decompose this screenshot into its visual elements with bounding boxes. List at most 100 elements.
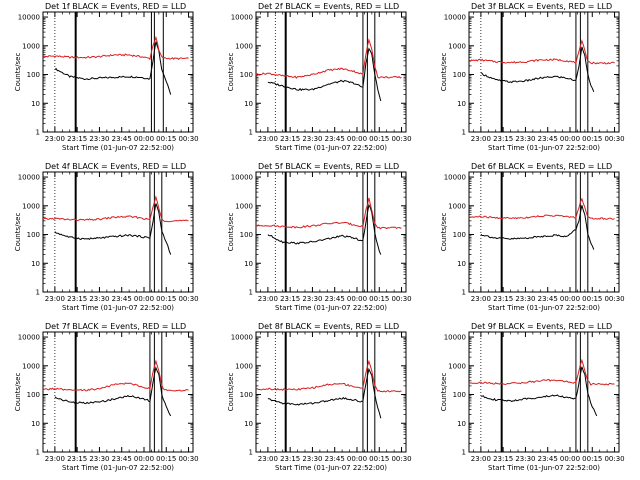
lld-series-line: [255, 359, 402, 393]
x-tick-label: 23:15: [493, 455, 513, 463]
x-axis-label: Start Time (01-Jun-07 22:52:00): [275, 464, 387, 472]
y-axis-label: Counts/sec: [14, 213, 22, 252]
x-tick-label: 23:45: [538, 455, 558, 463]
chart-panel: Det 2f BLACK = Events, RED = LLD 1 10 100 10…: [227, 2, 412, 152]
x-axis-label: Start Time (01-Jun-07 22:52:00): [62, 304, 174, 312]
plot-frame: [255, 171, 407, 293]
x-axis-label: Start Time (01-Jun-07 22:52:00): [62, 144, 174, 152]
y-tick-label: 10000: [231, 334, 253, 342]
chart-title: Det 6f BLACK = Events, RED = LLD: [471, 162, 612, 171]
x-tick-label: 23:00: [258, 455, 278, 463]
chart-panel: Det 1f BLACK = Events, RED = LLD 1 10 100 10…: [14, 2, 199, 152]
x-tick-label: 00:30: [391, 135, 411, 143]
x-tick-label: 23:00: [471, 455, 491, 463]
x-tick-label: 00:30: [391, 455, 411, 463]
y-tick-label: 1: [462, 129, 466, 137]
y-tick-label: 10000: [231, 174, 253, 182]
y-tick-label: 10: [31, 420, 40, 428]
x-tick-label: 00:30: [178, 295, 198, 303]
x-tick-label: 00:00: [347, 295, 367, 303]
y-tick-label: 10000: [18, 174, 40, 182]
x-tick-label: 23:00: [471, 295, 491, 303]
y-tick-label: 10: [244, 100, 253, 108]
events-series-line: [480, 366, 598, 417]
x-tick-label: 00:30: [178, 135, 198, 143]
x-tick-label: 00:00: [560, 135, 580, 143]
x-tick-label: 00:30: [604, 455, 624, 463]
x-tick-label: 00:15: [156, 135, 176, 143]
x-axis-label: Start Time (01-Jun-07 22:52:00): [488, 464, 600, 472]
x-tick-label: 23:45: [112, 295, 132, 303]
x-tick-label: 00:15: [369, 455, 389, 463]
y-tick-label: 10000: [444, 14, 466, 22]
y-tick-label: 1000: [448, 42, 466, 50]
x-tick-label: 23:45: [325, 135, 345, 143]
x-tick-label: 23:30: [89, 455, 109, 463]
x-tick-label: 23:15: [67, 295, 87, 303]
y-tick-label: 100: [27, 391, 40, 399]
x-tick-label: 00:00: [134, 455, 154, 463]
x-tick-label: 23:30: [515, 295, 535, 303]
chart-panel: Det 3f BLACK = Events, RED = LLD 1 10 100 10…: [440, 2, 625, 152]
y-tick-label: 1000: [448, 362, 466, 370]
y-tick-label: 100: [453, 391, 466, 399]
y-tick-label: 1: [462, 289, 466, 297]
chart-title: Det 7f BLACK = Events, RED = LLD: [45, 322, 186, 331]
x-tick-label: 00:15: [156, 295, 176, 303]
y-tick-label: 1: [462, 449, 466, 457]
events-series-line: [480, 205, 595, 250]
plot-frame: [42, 171, 194, 293]
y-tick-label: 10: [457, 420, 466, 428]
chart-title: Det 1f BLACK = Events, RED = LLD: [45, 2, 186, 11]
y-axis-label: Counts/sec: [14, 53, 22, 92]
chart-title: Det 9f BLACK = Events, RED = LLD: [471, 322, 612, 331]
plot-frame: [468, 171, 620, 293]
y-tick-label: 10000: [231, 14, 253, 22]
y-tick-label: 1000: [22, 42, 40, 50]
events-series-line: [267, 203, 382, 255]
x-tick-label: 23:00: [258, 295, 278, 303]
x-tick-label: 00:15: [369, 295, 389, 303]
plot-frame: [468, 11, 620, 133]
x-tick-label: 23:15: [67, 135, 87, 143]
chart-title: Det 5f BLACK = Events, RED = LLD: [258, 162, 399, 171]
plot-frame: [468, 331, 620, 453]
x-tick-label: 00:30: [178, 455, 198, 463]
x-tick-label: 00:00: [560, 455, 580, 463]
chart-title: Det 4f BLACK = Events, RED = LLD: [45, 162, 186, 171]
y-tick-label: 10: [457, 100, 466, 108]
x-tick-label: 23:15: [280, 295, 300, 303]
y-tick-label: 1000: [22, 362, 40, 370]
y-tick-label: 1: [36, 449, 40, 457]
x-tick-label: 23:45: [112, 455, 132, 463]
y-tick-label: 100: [240, 231, 253, 239]
x-tick-label: 23:00: [45, 455, 65, 463]
x-tick-label: 23:15: [493, 295, 513, 303]
lld-series-line: [42, 195, 189, 223]
x-tick-label: 23:15: [67, 455, 87, 463]
chart-panel: Det 8f BLACK = Events, RED = LLD 1 10 100 10…: [227, 322, 412, 472]
plot-frame: [42, 11, 194, 133]
y-tick-label: 100: [27, 71, 40, 79]
y-tick-label: 10: [457, 260, 466, 268]
events-series-line: [267, 47, 382, 102]
plot-frame: [42, 331, 194, 453]
y-tick-label: 1000: [22, 202, 40, 210]
x-tick-label: 23:30: [89, 135, 109, 143]
plot-frame: [255, 11, 407, 133]
y-axis-label: Counts/sec: [440, 213, 448, 252]
x-tick-label: 23:30: [89, 295, 109, 303]
x-tick-label: 00:15: [582, 135, 602, 143]
y-tick-label: 1: [36, 289, 40, 297]
x-tick-label: 23:15: [280, 455, 300, 463]
x-tick-label: 00:00: [347, 135, 367, 143]
y-tick-label: 1: [249, 289, 253, 297]
x-tick-label: 23:45: [325, 455, 345, 463]
x-axis-label: Start Time (01-Jun-07 22:52:00): [275, 304, 387, 312]
x-tick-label: 00:15: [156, 455, 176, 463]
x-tick-label: 23:45: [112, 135, 132, 143]
events-series-line: [480, 46, 595, 92]
y-tick-label: 100: [27, 231, 40, 239]
y-tick-label: 10000: [18, 334, 40, 342]
